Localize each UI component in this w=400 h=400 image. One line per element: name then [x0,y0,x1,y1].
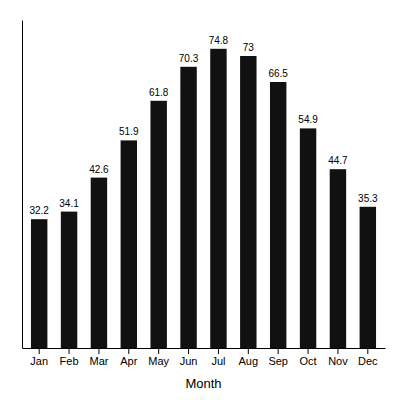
x-tick: Apr [120,348,137,367]
data-label: 34.1 [59,198,79,209]
data-label: 73 [243,42,255,53]
x-tick-mark [158,348,159,354]
y-axis [22,21,23,349]
x-tick: Aug [239,348,259,367]
data-label: 51.9 [119,126,139,137]
bar [150,101,166,348]
x-tick: Jun [180,348,198,367]
bar [300,128,316,348]
y-axis-line [22,21,23,349]
x-tick-mark [188,348,189,354]
data-label: 66.5 [268,68,288,79]
bar [360,207,376,348]
data-label: 70.3 [179,53,199,64]
x-tick: Oct [300,348,317,367]
data-label: 42.6 [89,164,109,175]
x-tick-mark [39,348,40,354]
data-label: 54.9 [298,114,318,125]
bar [61,212,77,348]
x-axis: Jan Feb Mar Apr May Jun Jul Aug Sep Oct Nov Dec [23,348,386,367]
plot: 32.2 34.1 42.6 51.9 61.8 70.3 74.8 73 66.5 54.9 44… [23,21,386,367]
x-tick: Mar [89,348,108,367]
x-tick: Feb [60,348,79,367]
x-axis-line [23,348,386,349]
x-tick-mark [128,348,129,354]
bar [91,178,107,348]
x-tick-mark [98,348,99,354]
x-tick-mark [218,348,219,354]
bar [240,56,256,348]
bar [270,82,286,348]
x-tick-mark [69,348,70,354]
x-axis-title: Month [185,376,221,391]
x-tick-mark [278,348,279,354]
data-label: 44.7 [328,155,348,166]
data-label: 32.2 [29,205,49,216]
x-tick-label: Sep [268,355,288,367]
data-labels: 32.2 34.1 42.6 51.9 61.8 70.3 74.8 73 66.5 54.9 44… [29,35,378,216]
x-tick-mark [248,348,249,354]
x-tick: Dec [358,348,378,367]
x-tick-label: Mar [89,355,108,367]
x-tick-mark [308,348,309,354]
bar [121,140,137,348]
x-tick: Sep [268,348,288,367]
data-label: 61.8 [149,87,169,98]
bars [31,49,376,348]
chart: 32.2 34.1 42.6 51.9 61.8 70.3 74.8 73 66.5 54.9 44… [0,0,400,400]
bar [330,169,346,348]
x-tick-mark [367,348,368,354]
x-tick-label: Apr [120,355,137,367]
bar [180,67,196,348]
x-tick: May [148,348,169,367]
x-tick: Jul [211,348,225,367]
x-tick-label: May [148,355,169,367]
x-tick-label: Feb [60,355,79,367]
x-tick-label: Jun [180,355,198,367]
x-tick-mark [337,348,338,354]
data-label: 35.3 [358,193,378,204]
x-tick-label: Oct [300,355,317,367]
x-tick-label: Jul [211,355,225,367]
bar [31,219,47,348]
x-tick-label: Jan [30,355,48,367]
x-tick-label: Aug [239,355,259,367]
x-tick: Nov [328,348,348,367]
data-label: 74.8 [209,35,229,46]
x-tick-label: Nov [328,355,348,367]
x-tick: Jan [30,348,48,367]
bar [210,49,226,348]
x-tick-label: Dec [358,355,378,367]
